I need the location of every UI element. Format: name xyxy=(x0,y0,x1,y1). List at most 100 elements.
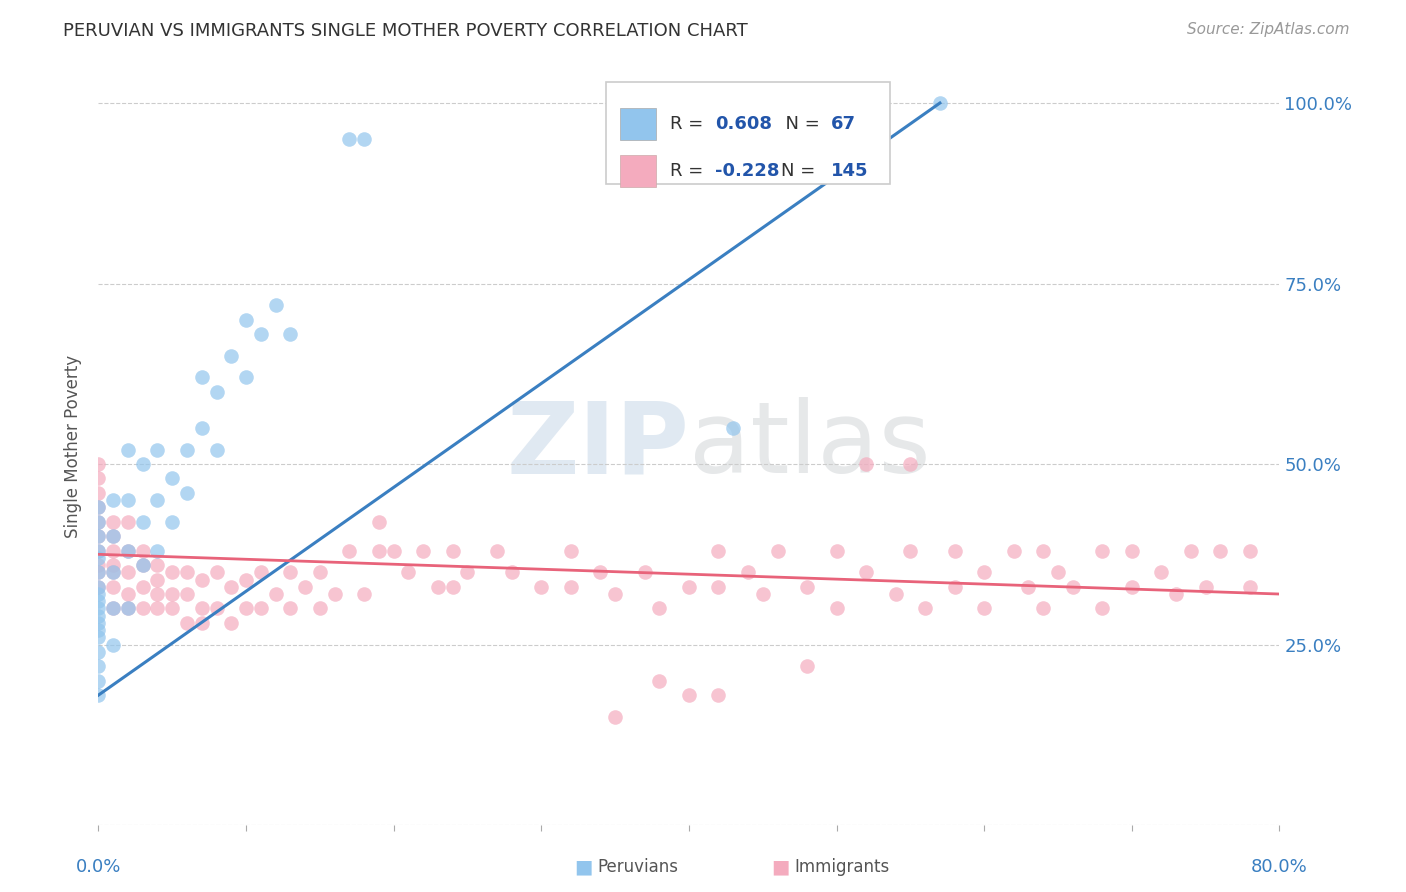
Point xyxy=(353,587,375,601)
Point xyxy=(973,566,995,580)
Point xyxy=(103,529,125,543)
Point xyxy=(87,471,110,485)
Point xyxy=(162,587,183,601)
Point xyxy=(221,349,243,363)
Point xyxy=(264,298,287,312)
Point xyxy=(855,457,877,471)
Point xyxy=(205,566,228,580)
Point xyxy=(87,486,110,500)
Point xyxy=(87,543,110,558)
Point xyxy=(87,688,110,702)
Point xyxy=(103,543,125,558)
Point xyxy=(280,601,302,615)
Point xyxy=(87,587,110,601)
Point xyxy=(103,515,125,529)
Point xyxy=(280,566,302,580)
Point xyxy=(707,688,730,702)
Point xyxy=(752,587,775,601)
Point xyxy=(146,493,169,508)
Text: Immigrants: Immigrants xyxy=(794,858,890,876)
Point xyxy=(103,638,125,652)
Point xyxy=(205,442,228,457)
Point xyxy=(678,580,700,594)
Text: PERUVIAN VS IMMIGRANTS SINGLE MOTHER POVERTY CORRELATION CHART: PERUVIAN VS IMMIGRANTS SINGLE MOTHER POV… xyxy=(63,22,748,40)
Point xyxy=(441,580,464,594)
Point xyxy=(250,601,273,615)
Point xyxy=(87,580,110,594)
Point xyxy=(427,580,450,594)
Point xyxy=(1166,587,1188,601)
Text: ZIP: ZIP xyxy=(506,398,689,494)
Point xyxy=(176,486,198,500)
Point xyxy=(191,615,214,630)
Point xyxy=(87,566,110,580)
Point xyxy=(766,543,789,558)
Point xyxy=(605,710,627,724)
Point xyxy=(87,623,110,637)
Point xyxy=(530,580,553,594)
Text: -0.228: -0.228 xyxy=(714,161,779,180)
Point xyxy=(87,500,110,515)
Point xyxy=(398,566,420,580)
Point xyxy=(146,442,169,457)
Point xyxy=(1121,580,1143,594)
Point xyxy=(1239,543,1261,558)
Point xyxy=(87,529,110,543)
Point xyxy=(235,601,257,615)
Point xyxy=(1195,580,1218,594)
Point xyxy=(103,601,125,615)
Point xyxy=(117,515,139,529)
Point xyxy=(132,558,155,573)
Point xyxy=(441,543,464,558)
Point xyxy=(87,529,110,543)
Point xyxy=(1091,601,1114,615)
Point xyxy=(560,543,582,558)
Point xyxy=(162,515,183,529)
Point xyxy=(648,601,671,615)
Text: Source: ZipAtlas.com: Source: ZipAtlas.com xyxy=(1187,22,1350,37)
Point xyxy=(457,566,479,580)
Point xyxy=(87,543,110,558)
Y-axis label: Single Mother Poverty: Single Mother Poverty xyxy=(65,354,83,538)
Point xyxy=(103,601,125,615)
Point xyxy=(146,601,169,615)
Point xyxy=(87,515,110,529)
Point xyxy=(162,601,183,615)
Text: 0.608: 0.608 xyxy=(714,115,772,133)
Point xyxy=(634,566,657,580)
Text: 67: 67 xyxy=(831,115,856,133)
Point xyxy=(132,580,155,594)
Point xyxy=(589,566,612,580)
Point xyxy=(1062,580,1084,594)
Point xyxy=(1032,543,1054,558)
Point xyxy=(87,659,110,673)
Point xyxy=(87,515,110,529)
Point xyxy=(1046,566,1070,580)
Point xyxy=(191,573,214,587)
Point xyxy=(323,587,346,601)
Point xyxy=(900,543,922,558)
Point xyxy=(973,601,995,615)
Point xyxy=(929,95,952,110)
Point xyxy=(87,608,110,623)
Point xyxy=(162,471,183,485)
Point xyxy=(146,558,169,573)
Point xyxy=(264,587,287,601)
Point xyxy=(943,580,966,594)
Point xyxy=(1209,543,1232,558)
Point xyxy=(191,601,214,615)
Text: ■: ■ xyxy=(574,857,593,877)
Point xyxy=(943,543,966,558)
Point xyxy=(146,573,169,587)
Point xyxy=(235,370,257,384)
Point xyxy=(1121,543,1143,558)
Point xyxy=(87,601,110,615)
Point xyxy=(191,421,214,435)
Text: 80.0%: 80.0% xyxy=(1251,857,1308,876)
Text: R =: R = xyxy=(671,115,709,133)
FancyBboxPatch shape xyxy=(620,108,655,140)
Text: N =: N = xyxy=(782,161,821,180)
Point xyxy=(382,543,405,558)
Point xyxy=(87,457,110,471)
Point xyxy=(176,566,198,580)
